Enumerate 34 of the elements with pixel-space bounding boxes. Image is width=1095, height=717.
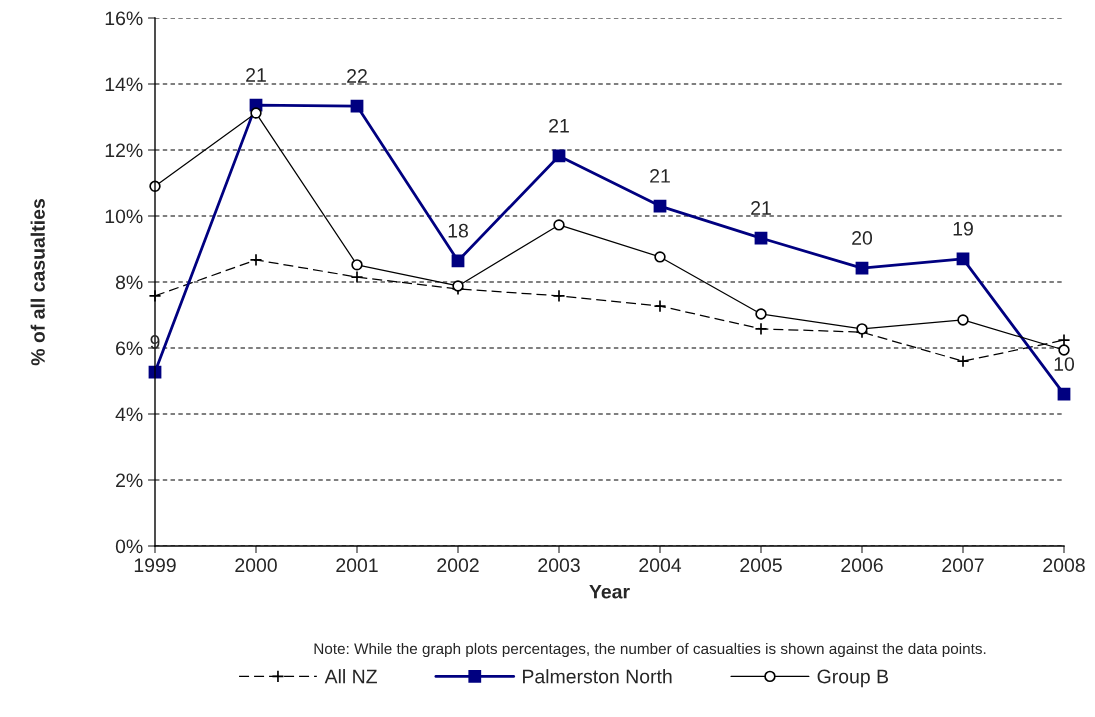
- annotation: 20: [852, 231, 873, 245]
- y-tick-label: 0%: [115, 539, 143, 554]
- x-tick-label: 2008: [1043, 558, 1085, 573]
- x-tick-label: 2005: [740, 558, 782, 573]
- legend-label: All NZ: [324, 669, 377, 684]
- legend-label: Palmerston North: [523, 669, 672, 684]
- annotation: 18: [448, 223, 468, 238]
- y-tick-label: 6%: [116, 341, 143, 356]
- annotation: 19: [953, 221, 973, 236]
- y-tick-label: 14%: [105, 77, 143, 92]
- y-tick-label: 12%: [105, 143, 143, 158]
- x-tick-label: 2006: [841, 558, 883, 573]
- x-tick-label: 2004: [639, 558, 682, 573]
- annotation: 10: [1054, 357, 1075, 371]
- y-tick-label: 2%: [116, 473, 143, 488]
- legend-label: Group B: [817, 669, 889, 688]
- x-axis-title: Year: [589, 584, 630, 599]
- y-tick-label: 16%: [105, 11, 143, 26]
- x-tick-label: 2002: [437, 558, 479, 573]
- y-tick-label: 8%: [115, 275, 143, 290]
- annotation: 21: [650, 169, 670, 183]
- y-tick-label: 10%: [105, 209, 143, 224]
- annotation: 21: [549, 118, 569, 133]
- x-tick-label: 2000: [235, 558, 277, 573]
- y-tick-label: 4%: [115, 407, 143, 422]
- annotation: 21: [246, 68, 266, 82]
- x-tick-label: 2001: [336, 558, 378, 573]
- annotation: 21: [751, 201, 771, 215]
- x-tick-label: 2007: [942, 558, 984, 573]
- y-axis-title: % of all casualties: [30, 199, 45, 366]
- annotation: 22: [347, 69, 367, 83]
- x-tick-label: 2003: [538, 558, 580, 573]
- x-tick-label: 1999: [134, 558, 176, 573]
- text: Note: While the graph plots percentages, the number of casualties is shown against the data points.: [314, 642, 986, 658]
